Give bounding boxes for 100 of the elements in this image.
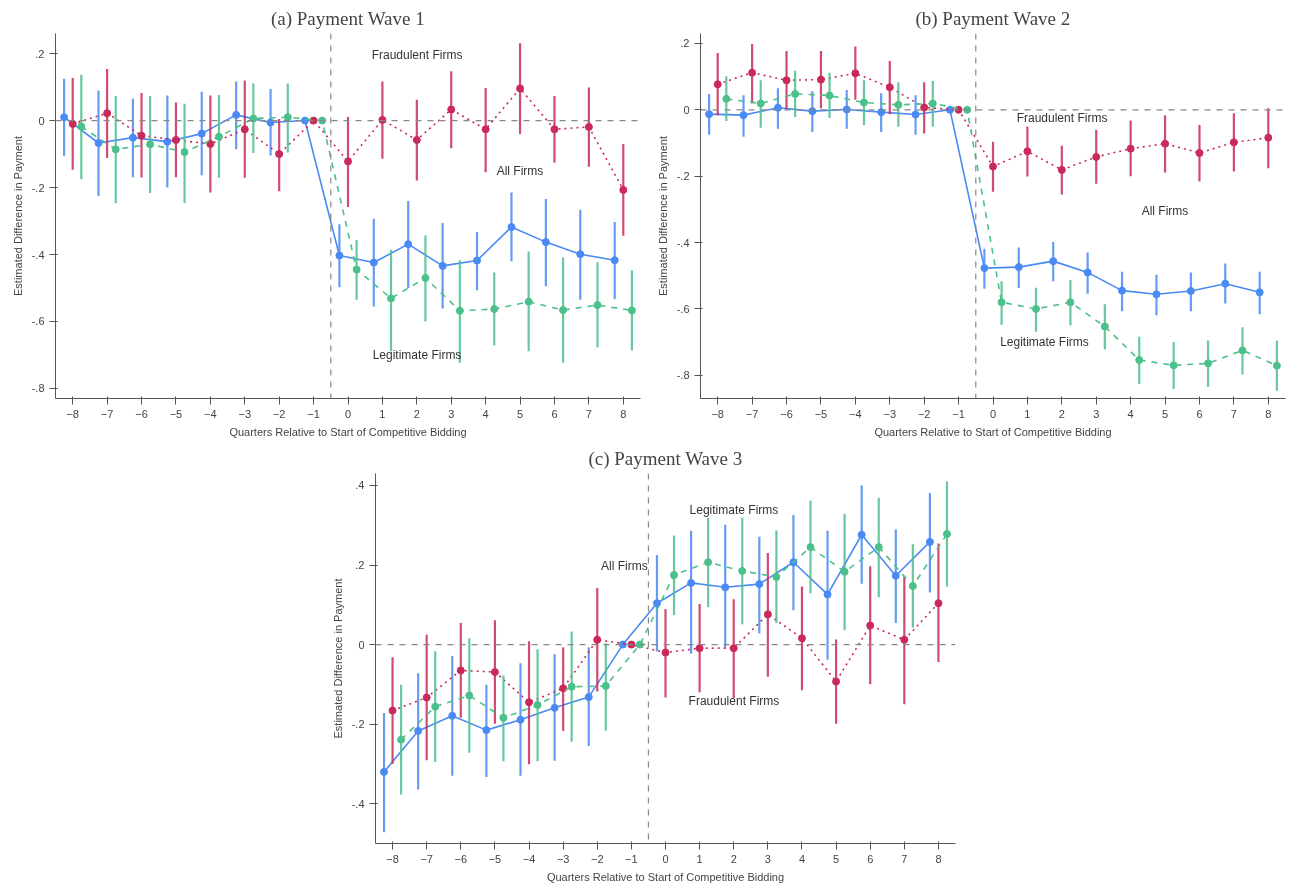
x-tick-label: 3: [764, 852, 771, 865]
point: [857, 530, 866, 539]
point: [1014, 263, 1023, 272]
point: [422, 693, 431, 702]
x-tick-label: −1: [625, 852, 638, 865]
point: [335, 251, 344, 260]
point: [232, 110, 241, 119]
point: [507, 223, 516, 232]
x-tick-label: 8: [1265, 407, 1272, 420]
point: [111, 145, 120, 154]
point: [925, 537, 934, 546]
y-axis-title: Estimated Difference in Payment: [331, 578, 344, 739]
point: [729, 644, 738, 653]
chart-title: (c) Payment Wave 3: [588, 447, 743, 470]
point: [891, 571, 900, 580]
x-tick-label: −1: [952, 407, 965, 420]
point: [900, 635, 909, 644]
point: [206, 140, 215, 148]
x-tick-label: 3: [1093, 407, 1100, 420]
point: [283, 113, 292, 122]
y-axis-title: Estimated Difference in Payment: [656, 136, 669, 296]
point: [380, 767, 389, 776]
point: [894, 100, 903, 109]
y-tick-label: .2: [355, 559, 365, 572]
point: [465, 691, 474, 700]
point: [525, 698, 534, 707]
y-tick-label: -.2: [676, 170, 690, 183]
x-tick-label: 6: [1196, 407, 1203, 420]
point: [387, 294, 396, 303]
point: [438, 261, 447, 270]
point: [249, 114, 258, 123]
point: [1161, 139, 1170, 148]
point: [928, 99, 937, 108]
point: [516, 715, 525, 724]
point: [997, 298, 1006, 307]
x-tick-label: −5: [814, 407, 828, 420]
y-tick-label: -.8: [676, 369, 690, 382]
x-tick-label: 0: [989, 407, 997, 420]
point: [559, 306, 568, 315]
y-tick-label: -.8: [31, 382, 45, 395]
x-tick-label: 0: [662, 852, 669, 865]
x-tick-label: 5: [1162, 407, 1169, 420]
point: [722, 94, 731, 103]
point: [1238, 346, 1247, 355]
x-tick-label: −7: [745, 407, 759, 420]
point: [482, 726, 491, 735]
point: [619, 185, 628, 194]
annotation: Legitimate Firms: [689, 503, 779, 518]
point: [146, 140, 155, 149]
x-tick-label: 2: [1058, 407, 1065, 420]
point: [404, 240, 413, 249]
x-tick-label: −8: [711, 407, 724, 420]
point: [593, 301, 602, 310]
point: [825, 91, 834, 100]
x-tick-label: 3: [448, 407, 455, 420]
point: [756, 99, 765, 108]
point: [541, 238, 550, 247]
point: [77, 122, 86, 131]
point: [1221, 279, 1230, 288]
x-tick-label: 6: [867, 852, 874, 865]
point: [94, 139, 103, 147]
point: [397, 735, 406, 744]
point: [499, 713, 508, 722]
point: [823, 590, 832, 599]
point: [806, 543, 815, 552]
point: [705, 110, 714, 119]
y-axis-title: Estimated Difference in Payment: [11, 136, 24, 296]
point: [421, 273, 430, 282]
point: [414, 726, 423, 735]
y-tick-label: .2: [35, 47, 45, 60]
x-tick-label: −1: [307, 407, 320, 420]
point: [695, 644, 704, 653]
point: [533, 701, 542, 710]
x-tick-label: 7: [1230, 407, 1237, 420]
annotation: All Firms: [496, 164, 544, 179]
x-axis-title: Quarters Relative to Start of Competitive Bidding: [874, 425, 1112, 438]
chart-title: (a) Payment Wave 1: [270, 7, 425, 30]
point: [1195, 148, 1204, 157]
point: [1032, 304, 1041, 313]
point: [1049, 257, 1058, 266]
point: [1229, 138, 1238, 147]
point: [816, 75, 825, 84]
point: [1272, 361, 1281, 370]
point: [942, 529, 951, 538]
x-tick-label: −5: [169, 407, 183, 420]
point: [1100, 322, 1109, 331]
point: [687, 578, 696, 587]
point: [772, 572, 781, 581]
point: [866, 621, 875, 630]
x-tick-label: −5: [488, 852, 502, 865]
point: [840, 567, 849, 576]
y-tick-label: -.2: [351, 718, 365, 731]
point: [550, 125, 559, 134]
point: [911, 110, 920, 119]
x-tick-label: 1: [1024, 407, 1031, 420]
point: [748, 68, 757, 77]
point: [369, 258, 378, 267]
point: [171, 135, 180, 144]
point: [388, 706, 397, 715]
x-tick-label: −3: [883, 407, 897, 420]
